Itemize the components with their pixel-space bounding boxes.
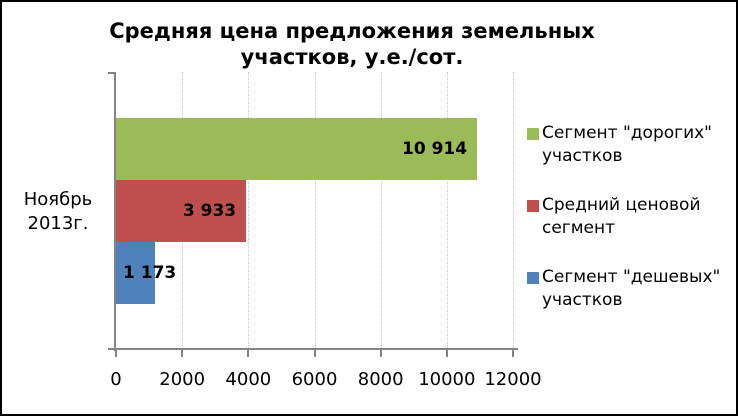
- gridline-10000: [446, 72, 448, 348]
- legend-item-label: Средний ценовой сегмент: [542, 195, 701, 238]
- gridline-6000: [314, 72, 316, 348]
- bar-data-label-2: 3 933: [182, 201, 237, 221]
- legend-item-1: Сегмент "дорогих" участков: [527, 122, 732, 170]
- gridline-4000: [248, 72, 250, 348]
- x-axis-tick-label-4000: 4000: [225, 369, 272, 390]
- gridline-12000: [513, 72, 514, 348]
- y-axis-line: [114, 72, 116, 351]
- x-axis-tick-2000: [181, 350, 184, 357]
- category-boundary-tick-top: [108, 72, 116, 74]
- legend-item-label: Сегмент "дешевых" участков: [542, 267, 721, 310]
- x-axis-tick-label-8000: 8000: [357, 369, 404, 390]
- legend-item-label: Сегмент "дорогих" участков: [542, 123, 712, 166]
- x-axis-tick-label-10000: 10000: [418, 369, 476, 390]
- bar-data-label-1: 10 914: [402, 139, 468, 159]
- x-axis-tick-12000: [512, 350, 514, 357]
- gridline-8000: [380, 72, 382, 348]
- legend-item-3: Сегмент "дешевых" участков: [527, 266, 732, 314]
- legend-item-2: Средний ценовой сегмент: [527, 194, 732, 242]
- x-axis-tick-8000: [379, 350, 382, 357]
- chart-title: Средняя цена предложения земельных участ…: [109, 19, 595, 69]
- bar-2: [116, 180, 247, 242]
- x-axis-tick-6000: [313, 350, 316, 357]
- legend-marker-icon: [527, 272, 539, 284]
- bar-3: [116, 242, 155, 304]
- x-axis-line: [108, 348, 518, 350]
- x-axis-tick-10000: [445, 350, 448, 357]
- legend-marker-icon: [527, 128, 539, 140]
- x-axis-tick-label-2000: 2000: [159, 369, 206, 390]
- bar-data-label-3: 1 173: [123, 263, 177, 283]
- x-axis-tick-4000: [247, 350, 250, 357]
- bar-1: [116, 118, 478, 180]
- x-axis-tick-0: [115, 350, 117, 357]
- x-axis-tick-label-6000: 6000: [291, 369, 338, 390]
- legend-marker-icon: [527, 200, 539, 212]
- x-axis-tick-label-0: 0: [110, 369, 122, 390]
- y-axis-category-label: Ноябрь 2013г.: [23, 189, 93, 234]
- x-axis-tick-label-12000: 12000: [484, 369, 542, 390]
